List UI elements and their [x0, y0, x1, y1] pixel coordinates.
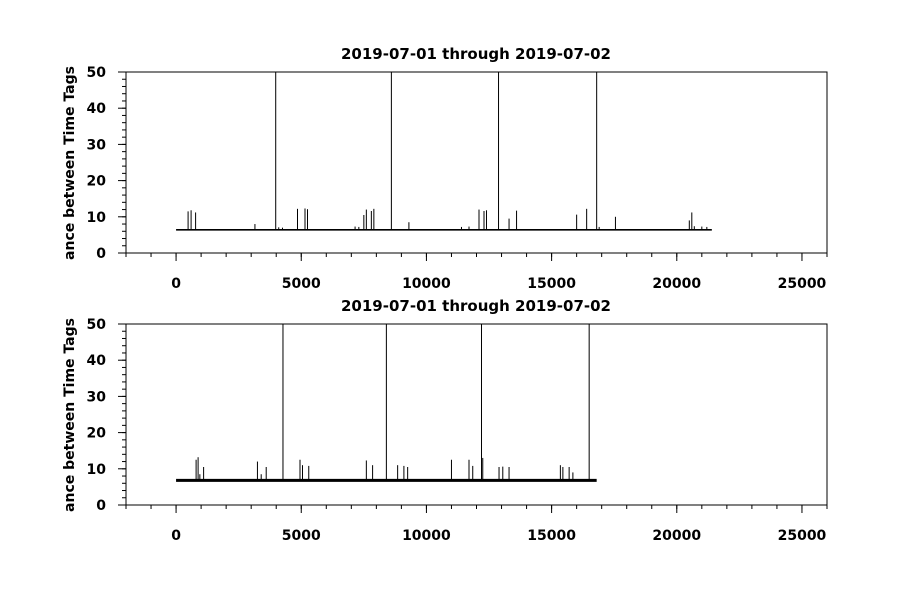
x-tick-label: 0	[171, 276, 181, 292]
y-tick-label: 30	[87, 389, 107, 405]
y-tick-label: 10	[87, 210, 107, 226]
y-tick-label: 10	[87, 462, 107, 478]
data-series	[176, 72, 712, 231]
axis-ticks: 0 5000 10000 15000 20000 25000 0 10 20 30 40 50	[87, 65, 828, 292]
y-tick-label: 0	[96, 246, 106, 262]
y-tick-label: 40	[87, 353, 107, 369]
plot-frame	[125, 323, 828, 506]
x-tick-label: 15000	[527, 276, 576, 292]
axis-ticks: 0 5000 10000 15000 20000 25000 0 10 20 30 40 50	[87, 317, 828, 544]
chart-panel-bottom: 2019-07-01 through 2019-07-02 ance betwe…	[62, 297, 828, 544]
y-tick-label: 40	[87, 101, 107, 117]
x-tick-label: 15000	[527, 528, 576, 544]
data-series	[176, 324, 597, 482]
y-tick-label: 50	[87, 65, 107, 81]
x-tick-label: 0	[171, 528, 181, 544]
y-axis-label: ance between Time Tags	[62, 66, 78, 260]
x-tick-label: 25000	[778, 528, 827, 544]
x-tick-label: 20000	[652, 276, 701, 292]
y-axis-label: ance between Time Tags	[62, 318, 78, 512]
y-tick-label: 20	[87, 174, 107, 190]
chart-title: 2019-07-01 through 2019-07-02	[341, 297, 611, 315]
x-tick-label: 5000	[282, 528, 321, 544]
x-tick-label: 25000	[778, 276, 827, 292]
chart-panel-top: 2019-07-01 through 2019-07-02 ance betwe…	[62, 45, 828, 292]
y-tick-label: 20	[87, 426, 107, 442]
x-tick-label: 20000	[652, 528, 701, 544]
y-tick-label: 0	[96, 498, 106, 514]
y-tick-label: 50	[87, 317, 107, 333]
plot-frame	[125, 71, 828, 254]
x-tick-label: 10000	[402, 276, 451, 292]
chart-title: 2019-07-01 through 2019-07-02	[341, 45, 611, 63]
y-tick-label: 30	[87, 137, 107, 153]
x-tick-label: 5000	[282, 276, 321, 292]
x-tick-label: 10000	[402, 528, 451, 544]
